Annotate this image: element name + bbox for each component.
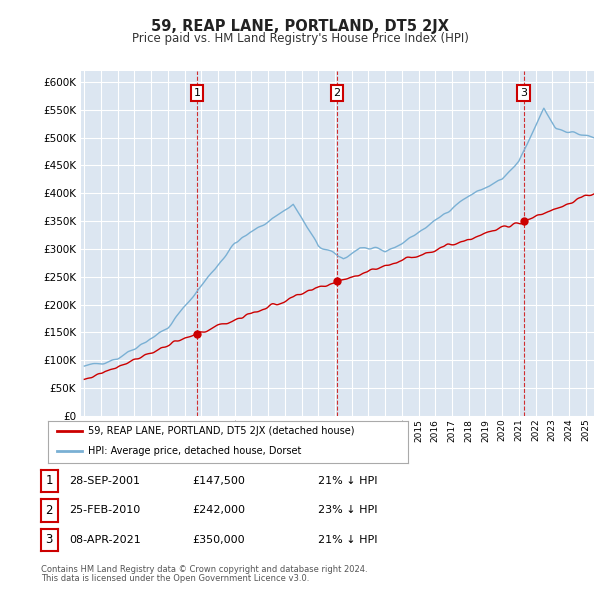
Text: 2: 2 [46, 504, 53, 517]
Text: 1: 1 [194, 88, 200, 98]
Text: HPI: Average price, detached house, Dorset: HPI: Average price, detached house, Dors… [88, 446, 301, 456]
Text: £242,000: £242,000 [192, 506, 245, 515]
Text: 08-APR-2021: 08-APR-2021 [69, 535, 141, 545]
Text: 28-SEP-2001: 28-SEP-2001 [69, 476, 140, 486]
Text: 59, REAP LANE, PORTLAND, DT5 2JX: 59, REAP LANE, PORTLAND, DT5 2JX [151, 19, 449, 34]
Text: 23% ↓ HPI: 23% ↓ HPI [318, 506, 377, 515]
Text: 3: 3 [520, 88, 527, 98]
Text: Price paid vs. HM Land Registry's House Price Index (HPI): Price paid vs. HM Land Registry's House … [131, 32, 469, 45]
Text: 2: 2 [334, 88, 341, 98]
Text: 21% ↓ HPI: 21% ↓ HPI [318, 476, 377, 486]
Text: £350,000: £350,000 [192, 535, 245, 545]
Text: This data is licensed under the Open Government Licence v3.0.: This data is licensed under the Open Gov… [41, 574, 309, 583]
Text: 1: 1 [46, 474, 53, 487]
Text: Contains HM Land Registry data © Crown copyright and database right 2024.: Contains HM Land Registry data © Crown c… [41, 565, 367, 574]
Text: 59, REAP LANE, PORTLAND, DT5 2JX (detached house): 59, REAP LANE, PORTLAND, DT5 2JX (detach… [88, 427, 354, 436]
Text: £147,500: £147,500 [192, 476, 245, 486]
Text: 3: 3 [46, 533, 53, 546]
Text: 21% ↓ HPI: 21% ↓ HPI [318, 535, 377, 545]
Text: 25-FEB-2010: 25-FEB-2010 [69, 506, 140, 515]
